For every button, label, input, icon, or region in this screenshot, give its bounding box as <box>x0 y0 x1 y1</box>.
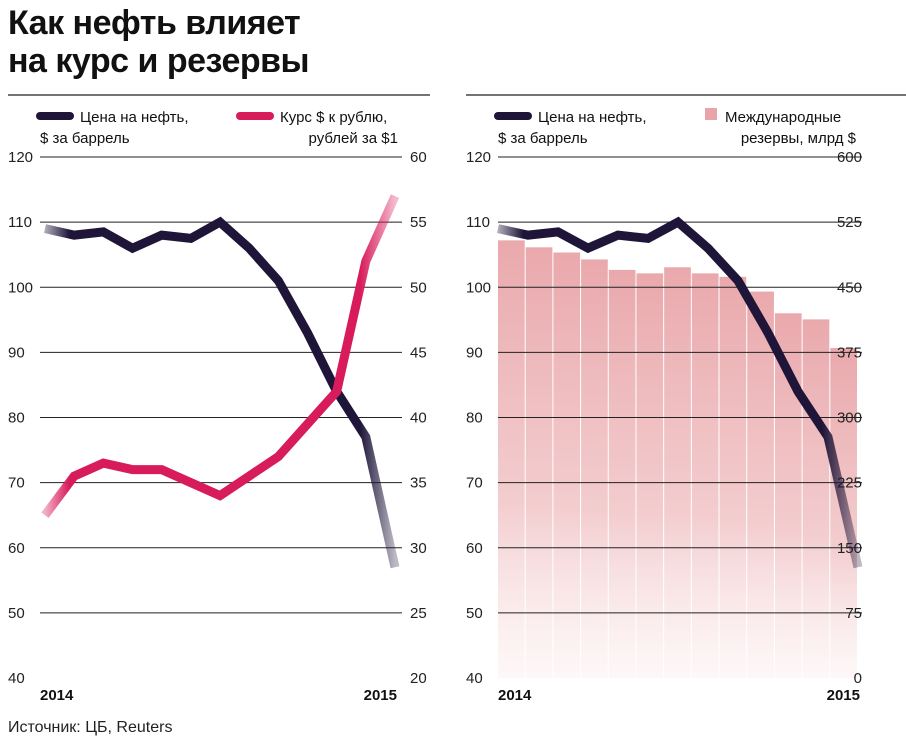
left-tick-label: 120 <box>8 149 33 166</box>
left-tick-label: 80 <box>466 410 483 427</box>
right-tick-label: 30 <box>410 540 427 557</box>
legend-label: $ за баррель <box>498 130 588 147</box>
right-tick-label: 300 <box>837 410 862 427</box>
reserves-bar <box>802 319 830 678</box>
right-tick-label: 50 <box>410 279 427 296</box>
left-tick-label: 90 <box>466 344 483 361</box>
right-tick-label: 45 <box>410 344 427 361</box>
chart-title-line-2: на курс и резервы <box>8 42 310 80</box>
right-tick-label: 0 <box>854 670 862 687</box>
left-tick-label: 50 <box>466 605 483 622</box>
legend-label: Курс $ к рублю, <box>280 109 387 126</box>
right-tick-label: 20 <box>410 670 427 687</box>
legend-swatch-reserves <box>705 108 717 120</box>
reserves-bar <box>525 247 553 678</box>
x-label-end: 2015 <box>827 687 860 704</box>
left-tick-label: 100 <box>8 279 33 296</box>
legend-label: Цена на нефть, <box>80 109 189 126</box>
left-tick-label: 120 <box>466 149 491 166</box>
reserves-bar <box>747 291 774 678</box>
oil-price-line <box>44 216 400 569</box>
left-tick-label: 100 <box>466 279 491 296</box>
reserves-bar <box>608 269 636 678</box>
right-tick-label: 55 <box>410 214 427 231</box>
legend-label: Цена на нефть, <box>538 109 647 126</box>
left-tick-label: 80 <box>8 410 25 427</box>
right-tick-label: 60 <box>410 149 427 166</box>
reserves-bar <box>553 252 581 678</box>
legend-label: резервы, млрд $ <box>741 130 857 147</box>
x-label-start: 2014 <box>498 687 532 704</box>
chart-title-line-1: Как нефть влияет <box>8 4 301 42</box>
legend-label: рублей за $1 <box>309 130 398 147</box>
legend-label: $ за баррель <box>40 130 130 147</box>
right-tick-label: 450 <box>837 279 862 296</box>
reserves-bar <box>719 276 747 678</box>
reserves-bar <box>581 259 608 678</box>
left-tick-label: 60 <box>466 540 483 557</box>
left-tick-label: 90 <box>8 344 25 361</box>
reserves-bar <box>691 273 719 678</box>
left-tick-label: 40 <box>466 670 483 687</box>
left-tick-label: 70 <box>8 475 25 492</box>
x-label-end: 2015 <box>364 687 397 704</box>
chart-oil-vs-reserves: Цена на нефть, $ за баррель Международные р… <box>466 94 906 704</box>
left-tick-label: 70 <box>466 475 483 492</box>
legend-label: Международные <box>725 109 841 126</box>
left-tick-label: 40 <box>8 670 25 687</box>
right-tick-label: 600 <box>837 149 862 166</box>
right-tick-label: 25 <box>410 605 427 622</box>
x-label-start: 2014 <box>40 687 74 704</box>
reserves-bar <box>498 240 525 679</box>
oil-price-line <box>497 216 863 569</box>
rate-line <box>41 194 400 518</box>
left-tick-label: 50 <box>8 605 25 622</box>
reserves-bar <box>664 267 691 678</box>
left-tick-label: 110 <box>466 214 490 231</box>
reserves-bar <box>636 273 664 678</box>
source-note: Источник: ЦБ, Reuters <box>8 719 173 736</box>
right-tick-label: 75 <box>845 605 862 622</box>
right-tick-label: 525 <box>837 214 862 231</box>
left-tick-label: 110 <box>8 214 32 231</box>
chart-oil-vs-rate: Цена на нефть, $ за баррель Курс $ к рублю… <box>8 94 430 704</box>
left-tick-label: 60 <box>8 540 25 557</box>
right-tick-label: 40 <box>410 410 427 427</box>
chart-title: Как нефть влияет на курс и резервы <box>8 4 310 80</box>
right-tick-label: 375 <box>837 344 862 361</box>
right-tick-label: 35 <box>410 475 427 492</box>
